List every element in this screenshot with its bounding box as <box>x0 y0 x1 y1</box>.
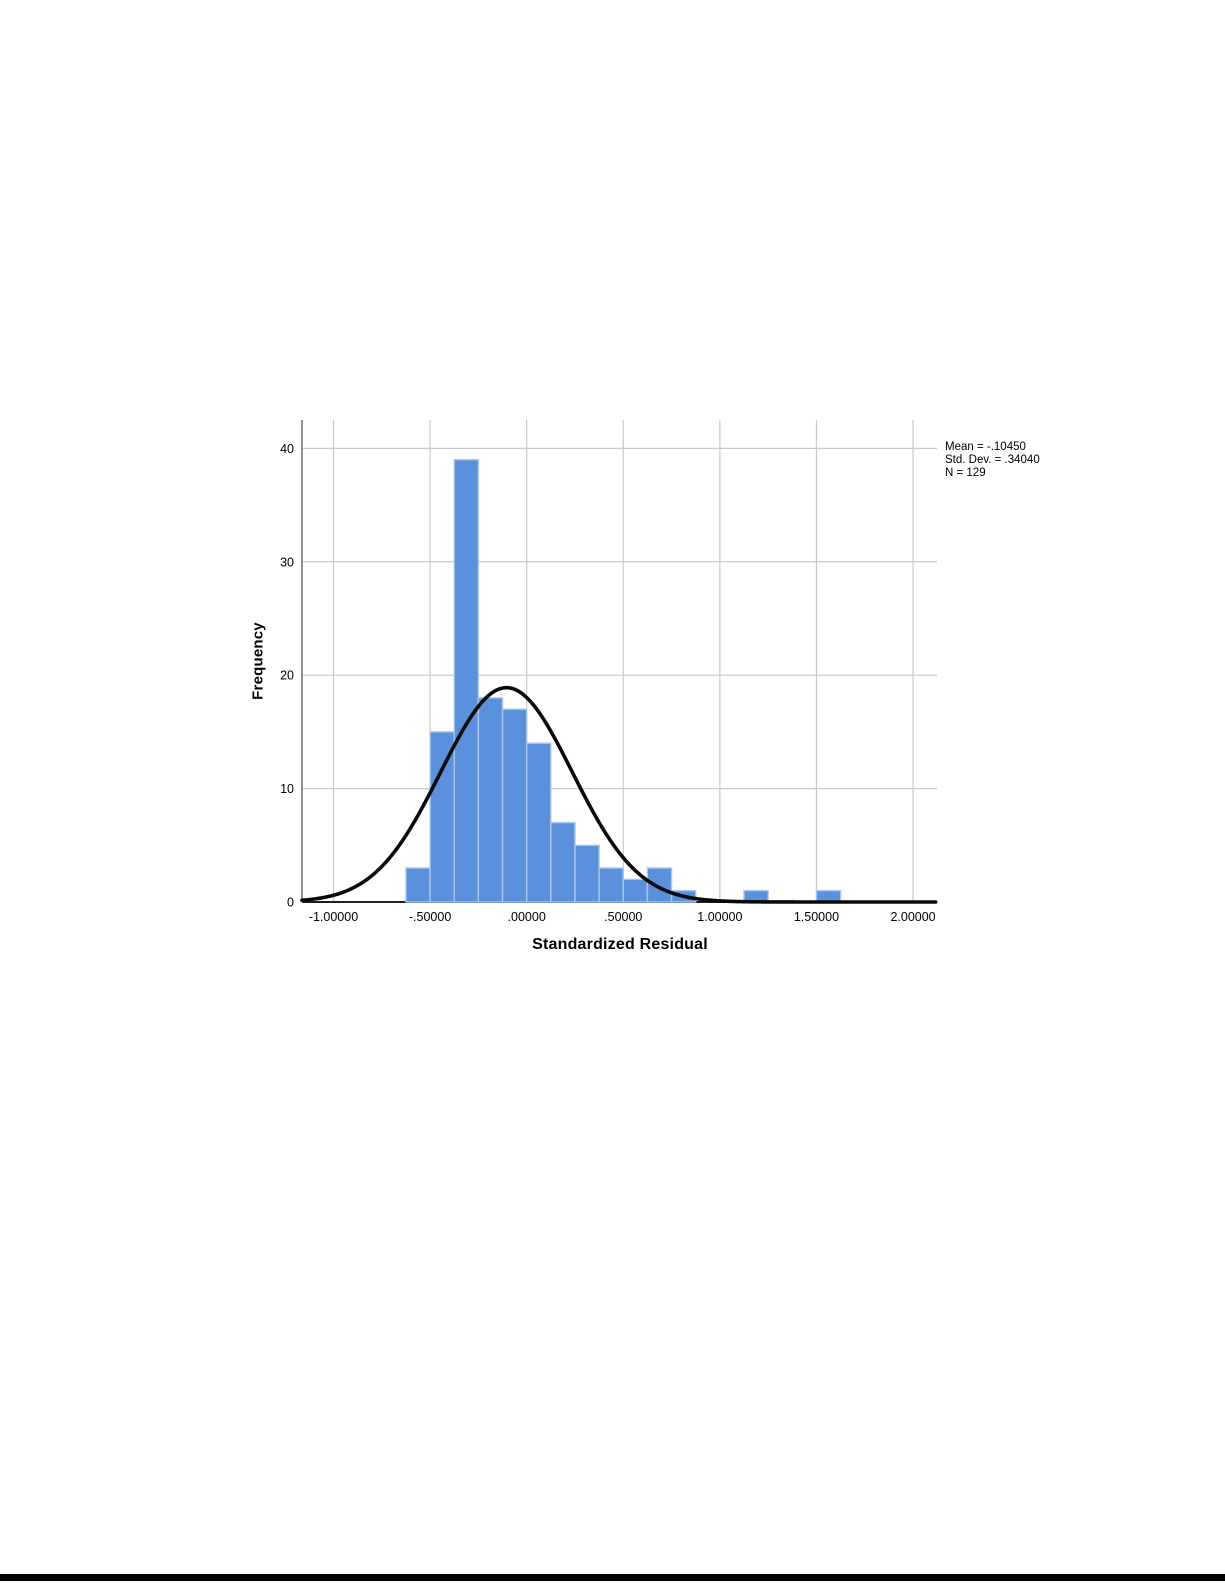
x-tick-label: 2.00000 <box>890 910 935 924</box>
y-tick-label: 20 <box>280 669 294 683</box>
histogram-bar <box>405 867 431 903</box>
normal-curve <box>300 685 938 904</box>
x-tick-label: .00000 <box>508 910 546 924</box>
stats-legend: Mean = -.10450 Std. Dev. = .34040 N = 12… <box>945 441 1040 480</box>
histogram-bar <box>453 458 480 903</box>
x-tick-label: -.50000 <box>409 910 451 924</box>
y-tick-label: 0 <box>287 896 294 910</box>
x-tick-label: -1.00000 <box>309 910 358 924</box>
histogram-bar <box>550 821 576 903</box>
stats-mean: Mean = -.10450 <box>945 441 1026 453</box>
x-tick-label: 1.00000 <box>697 910 742 924</box>
stats-n: N = 129 <box>945 467 986 479</box>
y-axis-title: Frequency <box>249 622 267 700</box>
histogram-bar <box>598 867 624 903</box>
histogram-bar <box>622 878 649 903</box>
histogram-bar <box>477 697 504 903</box>
y-tick-label: 10 <box>280 782 294 796</box>
histogram-bar <box>429 731 455 903</box>
x-tick-label: .50000 <box>604 910 642 924</box>
histogram-bar <box>574 844 600 903</box>
histogram-bar <box>501 708 528 903</box>
histogram-bar <box>525 742 552 903</box>
y-tick-label: 40 <box>280 442 294 456</box>
page-bottom-border <box>0 1574 1225 1581</box>
y-tick-label: 30 <box>280 555 294 569</box>
x-axis-title: Standardized Residual <box>532 936 708 953</box>
stats-std-dev: Std. Dev. = .34040 <box>945 454 1040 466</box>
x-tick-label: 1.50000 <box>794 910 839 924</box>
